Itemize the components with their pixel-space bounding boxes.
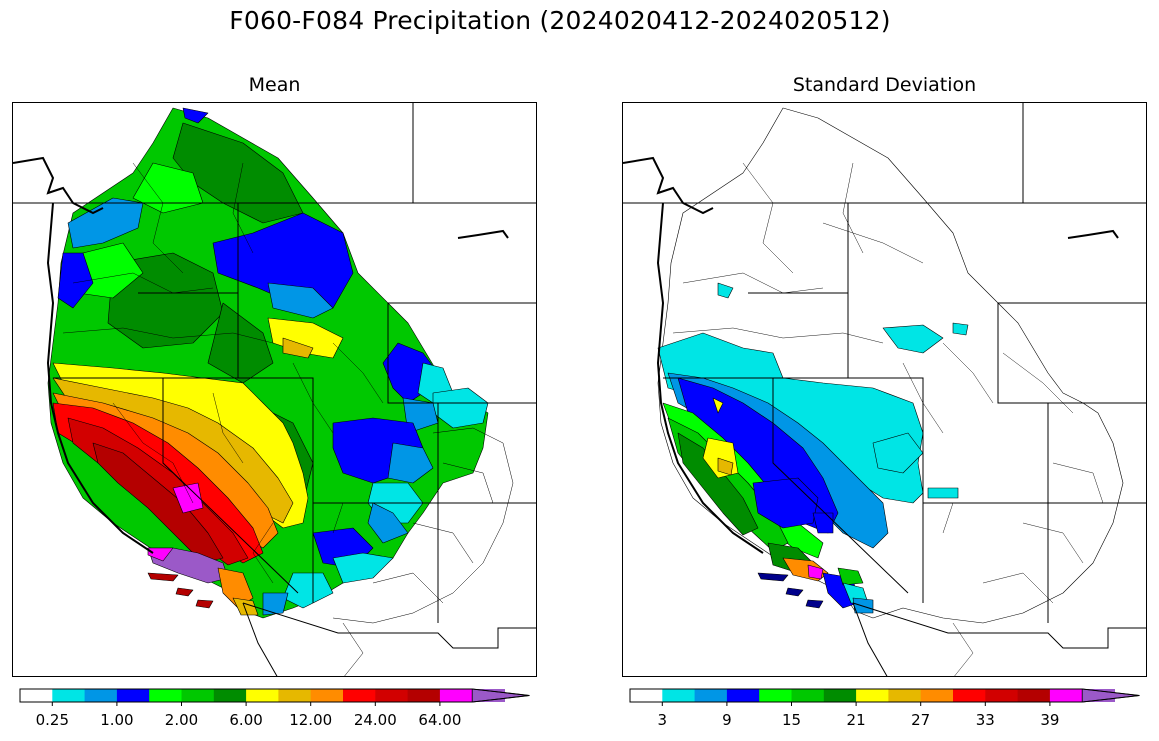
mean-colorbar-segment [149, 689, 182, 702]
stddev-colorbar-segment [1049, 689, 1083, 702]
mean-colorbar-tick-label: 64.00 [418, 711, 462, 729]
stddev-colorbar-tick-label: 21 [846, 711, 866, 729]
stddev-precip-map [622, 102, 1147, 677]
mean-colorbar-segment [343, 689, 376, 702]
stddev-colorbar-segment [888, 689, 922, 702]
stddev-colorbar-tick-label: 15 [781, 711, 802, 729]
mean-colorbar-segment [310, 689, 344, 702]
stddev-colorbar-segment [630, 689, 663, 702]
mean-colorbar [19, 688, 530, 706]
mean-colorbar-segment [20, 689, 53, 702]
mean-colorbar-tick-label: 6.00 [229, 711, 263, 729]
stddev-colorbar-segment [856, 689, 889, 702]
mean-colorbar-tick-label: 12.00 [289, 711, 333, 729]
mean-colorbar-segment [375, 689, 409, 702]
mean-colorbar-tick-label: 24.00 [353, 711, 397, 729]
stddev-colorbar-tick-label: 27 [911, 711, 931, 729]
stddev-colorbar-segment [791, 689, 825, 702]
mean-precip-map [12, 102, 537, 677]
stddev-colorbar-segment [920, 689, 954, 702]
stddev-colorbar-segment [823, 689, 857, 702]
stddev-colorbar-segment [662, 689, 696, 702]
mean-colorbar-segment [181, 689, 215, 702]
mean-colorbar-segment [278, 689, 312, 702]
mean-colorbar-segment [116, 689, 150, 702]
stddev-colorbar-segment [953, 689, 986, 702]
stddev-colorbar-tick-label: 39 [1040, 711, 1060, 729]
mean-colorbar-segment [439, 689, 473, 702]
mean-colorbar-segment [52, 689, 86, 702]
mean-colorbar-segment [84, 689, 118, 702]
stddev-panel-title: Standard Deviation [792, 74, 977, 96]
stddev-colorbar-tick-label: 9 [722, 711, 732, 729]
mean-panel-title: Mean [248, 74, 301, 96]
mean-colorbar-segment [407, 689, 441, 702]
mean-colorbar-tick-label: 0.25 [35, 711, 69, 729]
stddev-colorbar [629, 688, 1140, 706]
stddev-colorbar-tick-label: 3 [657, 711, 668, 729]
stddev-colorbar-tick-label: 33 [975, 711, 995, 729]
stddev-colorbar-segment [985, 689, 1019, 702]
stddev-colorbar-segment [1017, 689, 1051, 702]
mean-colorbar-tick-label: 2.00 [164, 711, 199, 729]
figure-title: F060-F084 Precipitation (2024020412-2024… [229, 6, 891, 35]
stddev-colorbar-segment [726, 689, 760, 702]
mean-colorbar-segment [246, 689, 279, 702]
mean-colorbar-tick-label: 1.00 [100, 711, 134, 729]
stddev-colorbar-segment [759, 689, 792, 702]
stddev-colorbar-segment [694, 689, 728, 702]
mean-colorbar-segment [213, 689, 247, 702]
